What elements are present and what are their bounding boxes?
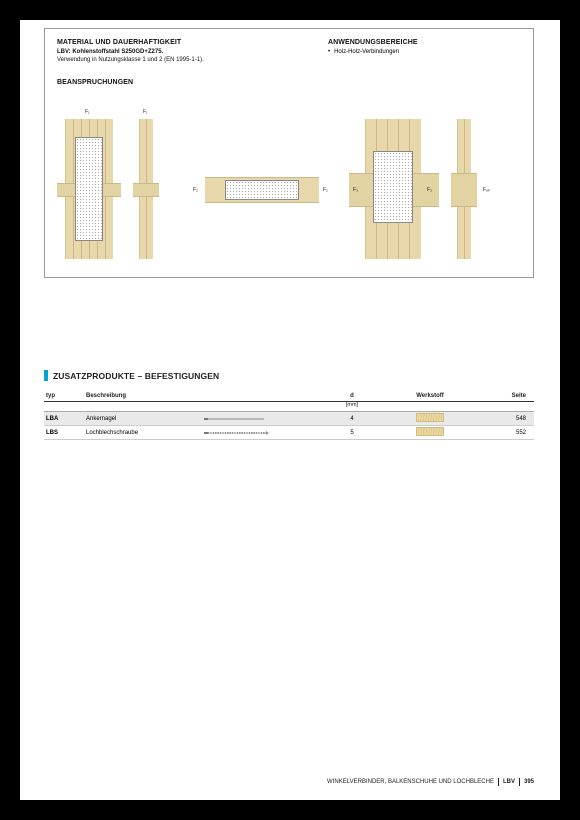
cell-d: 4 bbox=[314, 416, 390, 422]
cell-fastener-icon bbox=[204, 430, 314, 436]
spec-top-row: MATERIAL UND DAUERHAFTIGKEIT LBV: Kohlen… bbox=[57, 39, 521, 65]
footer-code: LBV bbox=[503, 779, 515, 785]
footer-divider bbox=[498, 778, 499, 786]
cell-seite: 548 bbox=[470, 416, 530, 422]
th-werk: Werkstoff bbox=[390, 393, 470, 399]
footer-divider bbox=[519, 778, 520, 786]
products-table: typ Beschreibung d Werkstoff Seite [mm] … bbox=[44, 390, 534, 440]
table-unit-row: [mm] bbox=[44, 402, 534, 412]
beanspr-heading: BEANSPRUCHUNGEN bbox=[57, 79, 521, 86]
accent-tick bbox=[44, 370, 48, 381]
anwendung-bullet: Holz-Holz-Verbindungen bbox=[328, 49, 521, 55]
cell-typ: LBS bbox=[44, 430, 86, 436]
th-typ: typ bbox=[44, 393, 86, 399]
wood-icon bbox=[416, 413, 444, 422]
table-header: typ Beschreibung d Werkstoff Seite bbox=[44, 390, 534, 402]
cell-besch: Ankernagel bbox=[86, 416, 204, 422]
label-fup: Fᵤₚ bbox=[483, 187, 490, 193]
spec-box: MATERIAL UND DAUERHAFTIGKEIT LBV: Kohlen… bbox=[44, 28, 534, 278]
th-seite: Seite bbox=[470, 393, 530, 399]
material-block: MATERIAL UND DAUERHAFTIGKEIT LBV: Kohlen… bbox=[57, 39, 308, 65]
page: MATERIAL UND DAUERHAFTIGKEIT LBV: Kohlen… bbox=[20, 20, 560, 800]
table-row: LBS Lochblechschraube 5 552 bbox=[44, 426, 534, 440]
diagrams: F₁ F₁ F₂ F₂ F₃ F₃ Fᵤₚ bbox=[57, 107, 521, 265]
screw-icon bbox=[204, 432, 266, 434]
material-line1: LBV: Kohlenstoffstahl S250GD+Z275. bbox=[57, 49, 308, 57]
footer-category: WINKELVERBINDER, BALKENSCHUHE UND LOCHBL… bbox=[327, 779, 494, 785]
cell-fastener-icon bbox=[204, 416, 314, 422]
cell-d: 5 bbox=[314, 430, 390, 436]
cell-seite: 552 bbox=[470, 430, 530, 436]
anwendung-heading: ANWENDUNGSBEREICHE bbox=[328, 39, 521, 46]
th-d: d bbox=[314, 393, 390, 399]
label-f2l: F₂ bbox=[193, 187, 198, 193]
page-footer: WINKELVERBINDER, BALKENSCHUHE UND LOCHBL… bbox=[327, 778, 534, 786]
label-f1: F₁ bbox=[85, 109, 90, 115]
footer-page: 395 bbox=[524, 779, 534, 785]
table-row: LBA Ankernagel 4 548 bbox=[44, 412, 534, 426]
anwendung-block: ANWENDUNGSBEREICHE Holz-Holz-Verbindunge… bbox=[308, 39, 521, 65]
wood-icon bbox=[416, 427, 444, 436]
cell-werk bbox=[390, 413, 470, 424]
label-f3r: F₃ bbox=[427, 187, 432, 193]
section-title-text: ZUSATZPRODUKTE – BEFESTIGUNGEN bbox=[53, 371, 219, 381]
material-line2: Verwendung in Nutzungsklasse 1 und 2 (EN… bbox=[57, 57, 308, 65]
th-besch: Beschreibung bbox=[86, 393, 204, 399]
section-title: ZUSATZPRODUKTE – BEFESTIGUNGEN bbox=[44, 370, 219, 381]
label-f1b: F₁ bbox=[143, 109, 148, 115]
cell-typ: LBA bbox=[44, 416, 86, 422]
nail-icon bbox=[204, 418, 264, 420]
unit-d: [mm] bbox=[314, 402, 390, 408]
cell-werk bbox=[390, 427, 470, 438]
cell-besch: Lochblechschraube bbox=[86, 430, 204, 436]
label-f2r: F₂ bbox=[323, 187, 328, 193]
diagram-labels: F₁ F₁ F₂ F₂ F₃ F₃ Fᵤₚ bbox=[57, 107, 521, 265]
material-heading: MATERIAL UND DAUERHAFTIGKEIT bbox=[57, 39, 308, 46]
label-f3l: F₃ bbox=[353, 187, 358, 193]
